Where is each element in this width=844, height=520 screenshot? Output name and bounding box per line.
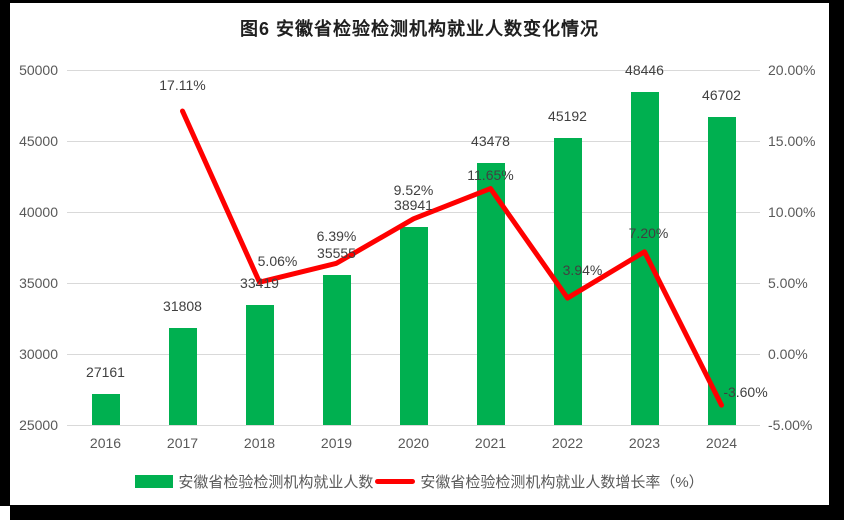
bar bbox=[91, 394, 120, 425]
bar-value-label: 48446 bbox=[625, 62, 664, 79]
growth-value-label: 3.94% bbox=[562, 262, 603, 279]
bar-value-label: 35555 bbox=[317, 245, 356, 262]
bar-value-label: 31808 bbox=[163, 298, 202, 315]
bar bbox=[322, 275, 351, 425]
bar bbox=[168, 328, 197, 425]
gridline bbox=[67, 424, 760, 426]
growth-value-label: 6.39% bbox=[316, 228, 357, 245]
bar-value-label: 43478 bbox=[471, 132, 510, 149]
x-axis-label: 2018 bbox=[243, 435, 276, 451]
x-axis-label: 2017 bbox=[166, 435, 199, 451]
x-axis-label: 2019 bbox=[320, 435, 353, 451]
bar bbox=[399, 227, 428, 425]
legend-label-employment: 安徽省检验检测机构就业人数 bbox=[178, 474, 374, 491]
x-axis-label: 2023 bbox=[628, 435, 661, 451]
chart-panel: 图6 安徽省检验检测机构就业人数变化情况 25000 -5.00% 30000 0.0… bbox=[10, 3, 829, 505]
gridline bbox=[67, 69, 760, 71]
growth-value-label: 11.65% bbox=[467, 166, 514, 183]
bar bbox=[553, 138, 582, 425]
growth-value-label: 17.11% bbox=[159, 77, 206, 94]
growth-value-label: 7.20% bbox=[628, 224, 669, 241]
y-axis-tick-left: 50000 bbox=[19, 62, 58, 78]
y-axis-tick-right: 10.00% bbox=[768, 204, 816, 220]
legend-bar-swatch bbox=[135, 475, 174, 488]
bar-value-label: 27161 bbox=[86, 364, 125, 381]
x-axis-label: 2022 bbox=[551, 435, 584, 451]
y-axis-tick-right: -5.00% bbox=[768, 417, 813, 433]
x-axis-label: 2021 bbox=[474, 435, 507, 451]
bar bbox=[630, 92, 659, 425]
plot-area: 25000 -5.00% 30000 0.00% 35000 5.00% 40000 10.0… bbox=[10, 3, 829, 505]
y-axis-tick-right: 20.00% bbox=[768, 62, 816, 78]
y-axis-tick-left: 25000 bbox=[19, 417, 58, 433]
y-axis-tick-right: 5.00% bbox=[768, 275, 808, 291]
bar bbox=[707, 116, 736, 425]
chart-legend: 安徽省检验检测机构就业人数 安徽省检验检测机构就业人数增长率（%） bbox=[10, 471, 829, 492]
bar-value-label: 46702 bbox=[702, 86, 741, 103]
y-axis-tick-left: 40000 bbox=[19, 204, 58, 220]
y-axis-tick-left: 30000 bbox=[19, 346, 58, 362]
y-axis-tick-right: 15.00% bbox=[768, 133, 816, 149]
bar-value-label: 38941 bbox=[394, 197, 433, 214]
growth-value-label: 9.52% bbox=[393, 181, 434, 198]
x-axis-label: 2020 bbox=[397, 435, 430, 451]
x-axis-label: 2016 bbox=[89, 435, 122, 451]
bar bbox=[245, 305, 274, 425]
legend-item-employment: 安徽省检验检测机构就业人数 bbox=[135, 471, 373, 492]
bar-value-label: 45192 bbox=[548, 108, 587, 125]
legend-label-growth-rate: 安徽省检验检测机构就业人数增长率（%） bbox=[420, 474, 704, 491]
legend-item-growth-rate: 安徽省检验检测机构就业人数增长率（%） bbox=[375, 471, 704, 492]
growth-value-label: 5.06% bbox=[257, 253, 298, 270]
y-axis-tick-left: 35000 bbox=[19, 275, 58, 291]
y-axis-tick-right: 0.00% bbox=[768, 346, 808, 362]
growth-value-label: -3.60% bbox=[723, 384, 768, 401]
bar bbox=[476, 162, 505, 425]
bar-value-label: 33419 bbox=[240, 275, 279, 292]
chart-title: 图6 安徽省检验检测机构就业人数变化情况 bbox=[239, 19, 599, 39]
legend-line-swatch bbox=[375, 479, 416, 484]
x-axis-label: 2024 bbox=[705, 435, 738, 451]
y-axis-tick-left: 45000 bbox=[19, 133, 58, 149]
corner-notch bbox=[0, 506, 10, 520]
